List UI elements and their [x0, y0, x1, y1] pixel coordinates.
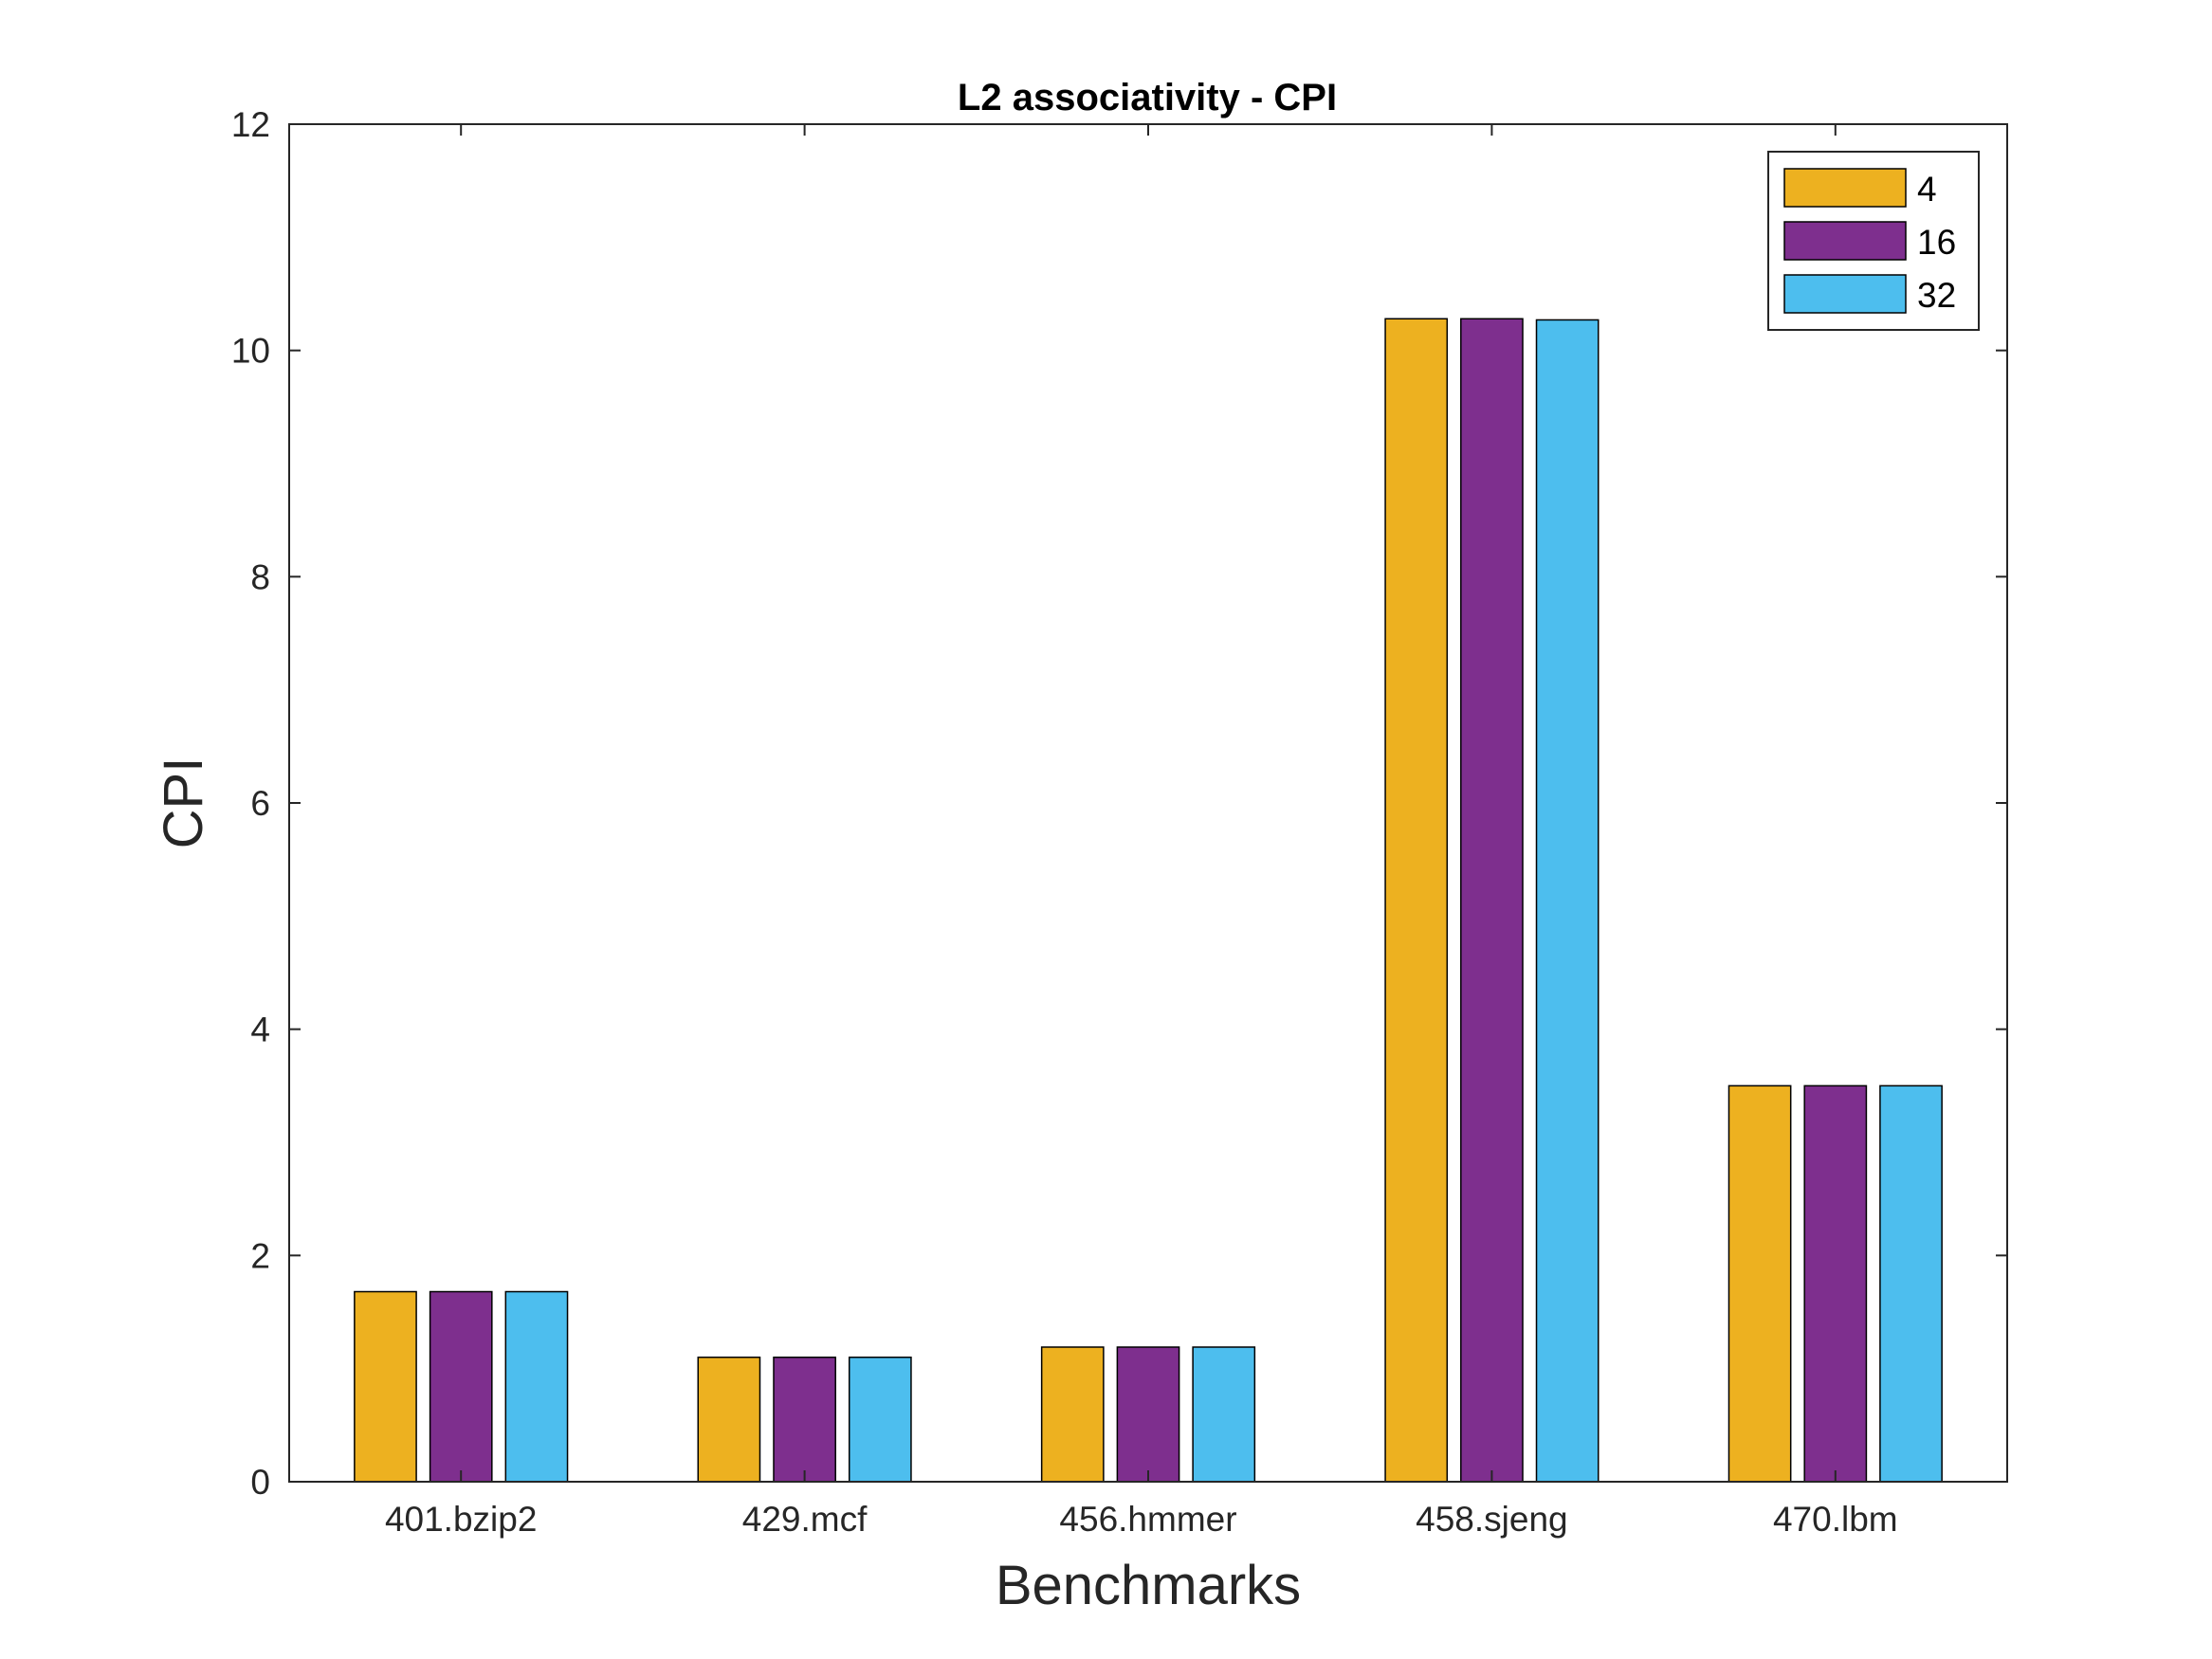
chart-title: L2 associativity - CPI [958, 77, 1337, 118]
x-axis-label: Benchmarks [996, 1555, 1301, 1616]
legend-swatch-4 [1783, 168, 1907, 208]
x-tick-label: 470.lbm [1773, 1500, 1898, 1539]
plot-bars [354, 318, 1943, 1483]
bar-429.mcf-32 [848, 1356, 912, 1483]
bar-429.mcf-4 [697, 1356, 761, 1483]
bar-401.bzip2-32 [504, 1290, 569, 1483]
x-tick-label: 458.sjeng [1416, 1500, 1567, 1539]
legend: 4 16 32 [1767, 151, 1980, 331]
bar-456.hmmer-16 [1116, 1346, 1180, 1483]
y-tick-label: 8 [250, 557, 270, 596]
bar-401.bzip2-4 [354, 1290, 417, 1483]
bar-401.bzip2-16 [429, 1290, 493, 1483]
bar-456.hmmer-32 [1192, 1346, 1256, 1483]
bar-456.hmmer-4 [1040, 1346, 1105, 1483]
x-tick-label: 429.mcf [742, 1500, 868, 1539]
bar-470.lbm-4 [1728, 1085, 1792, 1483]
legend-swatch-16 [1783, 221, 1907, 261]
x-tick-label: 456.hmmer [1059, 1500, 1236, 1539]
y-tick-label: 4 [250, 1011, 270, 1049]
y-tick-label: 0 [250, 1463, 270, 1502]
y-tick-label: 2 [250, 1236, 270, 1275]
bar-470.lbm-16 [1803, 1085, 1868, 1483]
y-axis-label: CPI [153, 757, 214, 849]
bar-429.mcf-16 [773, 1356, 836, 1483]
y-tick-label: 12 [231, 105, 270, 144]
y-tick-label: 10 [231, 332, 270, 371]
bar-458.sjeng-32 [1535, 319, 1600, 1483]
legend-label: 32 [1917, 276, 1956, 315]
y-tick-label: 6 [250, 784, 270, 823]
legend-swatch-32 [1783, 274, 1907, 314]
bar-458.sjeng-16 [1460, 318, 1524, 1483]
bar-470.lbm-32 [1879, 1085, 1943, 1483]
bar-458.sjeng-4 [1384, 318, 1449, 1483]
legend-label: 16 [1917, 223, 1956, 262]
axis-ticks: 0 2 4 6 8 10 12 401.bzip2 429.mcf 456.hmmer 458.sj… [231, 105, 2007, 1539]
x-tick-label: 401.bzip2 [385, 1500, 537, 1539]
legend-label: 4 [1917, 170, 1937, 209]
